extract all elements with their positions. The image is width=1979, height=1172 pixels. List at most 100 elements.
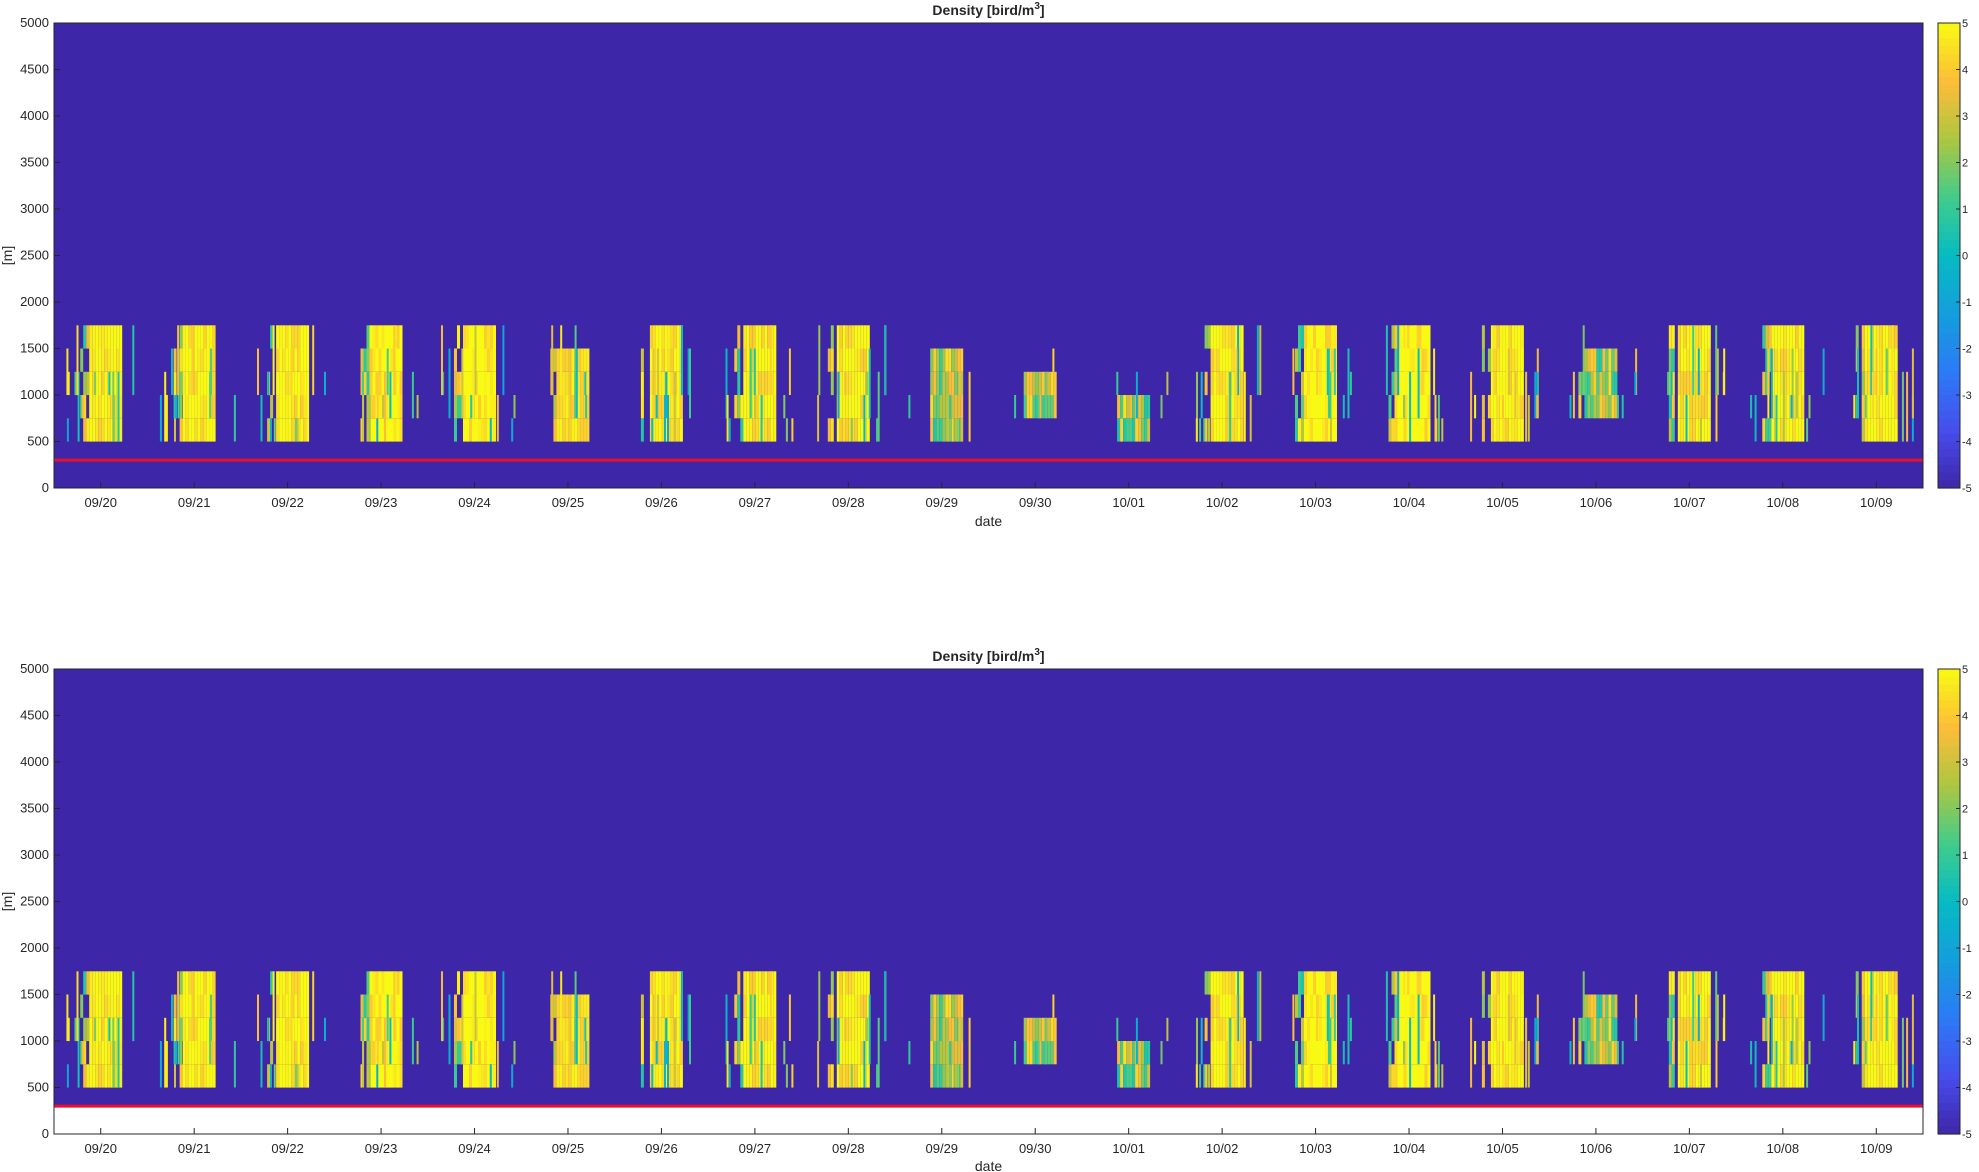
density-cell xyxy=(1231,1041,1235,1065)
density-streak xyxy=(560,325,563,396)
density-cell xyxy=(1885,1064,1889,1088)
density-cell xyxy=(1777,371,1781,396)
density-cell xyxy=(1774,371,1778,396)
density-cell xyxy=(1861,971,1865,995)
colorbar-segment xyxy=(1938,209,1960,218)
colorbar-segment xyxy=(1938,878,1960,887)
density-cell xyxy=(1400,1064,1404,1088)
density-cell xyxy=(658,325,662,349)
density-cell xyxy=(83,371,87,396)
density-cell xyxy=(306,325,310,349)
density-cell xyxy=(291,371,295,396)
density-streak xyxy=(1333,994,1336,1041)
density-cell xyxy=(764,1064,768,1088)
colorbar-segment xyxy=(1938,356,1960,365)
density-cell xyxy=(306,1017,310,1042)
density-cell xyxy=(743,348,747,372)
density-cell xyxy=(1514,1064,1518,1088)
density-cell xyxy=(191,1064,195,1088)
density-cell xyxy=(116,348,120,372)
density-cell xyxy=(559,1041,563,1065)
density-cell xyxy=(110,325,114,349)
density-cell xyxy=(1493,971,1497,995)
density-cell xyxy=(1304,1017,1307,1042)
colorbar-segment xyxy=(1938,286,1960,295)
density-cell xyxy=(945,994,949,1018)
density-cell xyxy=(1668,371,1672,396)
density-cell xyxy=(1768,418,1772,442)
density-cell xyxy=(113,994,117,1018)
density-cell xyxy=(1780,325,1784,349)
density-cell xyxy=(951,1017,955,1042)
density-cell xyxy=(300,971,304,995)
colorbar-segment xyxy=(1938,54,1960,63)
density-cell xyxy=(773,395,777,419)
density-cell xyxy=(1415,994,1419,1018)
density-cell xyxy=(101,325,105,349)
density-streak xyxy=(448,348,451,419)
x-tick-label: 10/06 xyxy=(1580,1141,1613,1156)
density-cell xyxy=(658,1041,662,1065)
colorbar-segment xyxy=(1938,302,1960,311)
density-streak xyxy=(76,971,79,1042)
density-cell xyxy=(764,1041,768,1065)
density-streak xyxy=(680,325,683,396)
density-cell xyxy=(1692,971,1696,995)
y-tick-label: 4000 xyxy=(20,108,49,123)
density-cell xyxy=(360,348,364,372)
density-cell xyxy=(300,418,304,442)
density-cell xyxy=(845,1017,849,1042)
density-cell xyxy=(571,1017,575,1042)
density-cell xyxy=(1334,1041,1337,1065)
density-cell xyxy=(954,395,958,419)
density-cell xyxy=(366,971,370,995)
density-streak xyxy=(383,371,386,442)
density-cell xyxy=(89,371,93,396)
density-cell xyxy=(1614,1017,1618,1042)
density-streak xyxy=(324,371,326,396)
density-cell xyxy=(463,1041,466,1065)
density-cell xyxy=(1496,994,1500,1018)
density-streak xyxy=(132,325,135,396)
density-streak xyxy=(1870,971,1873,1042)
density-streak xyxy=(1195,1064,1198,1088)
density-cell xyxy=(658,418,662,442)
x-tick-label: 10/05 xyxy=(1486,495,1519,510)
density-streak xyxy=(1891,971,1894,1042)
density-cell xyxy=(303,1017,307,1042)
density-streak xyxy=(1229,1017,1232,1088)
density-cell xyxy=(1225,1064,1229,1088)
density-streak xyxy=(1116,371,1119,396)
density-cell xyxy=(1234,1064,1238,1088)
density-cell xyxy=(279,395,283,419)
density-cell xyxy=(366,395,370,419)
density-cell xyxy=(930,418,934,442)
density-cell xyxy=(1120,1041,1124,1065)
density-streak xyxy=(442,371,445,396)
density-cell xyxy=(1605,348,1609,372)
density-cell xyxy=(1873,371,1877,396)
density-streak xyxy=(1767,348,1770,395)
density-cell xyxy=(866,1017,870,1042)
density-cell xyxy=(1768,994,1772,1018)
density-cell xyxy=(1388,1064,1392,1088)
density-streak xyxy=(1670,371,1673,396)
density-cell xyxy=(191,395,195,419)
density-cell xyxy=(1587,348,1591,372)
density-cell xyxy=(493,418,496,442)
colorbar-segment xyxy=(1938,309,1960,319)
density-cell xyxy=(454,994,457,1018)
density-cell xyxy=(481,371,484,396)
density-cell xyxy=(649,371,653,396)
density-cell xyxy=(1406,371,1410,396)
density-cell xyxy=(586,371,590,396)
density-cell xyxy=(92,418,96,442)
density-streak xyxy=(1795,371,1798,419)
density-cell xyxy=(197,371,201,396)
density-cell xyxy=(390,971,394,995)
density-cell xyxy=(1222,1064,1226,1088)
density-cell xyxy=(1481,994,1485,1018)
density-cell xyxy=(366,418,370,442)
density-cell xyxy=(1873,1064,1877,1088)
density-cell xyxy=(282,1017,286,1042)
